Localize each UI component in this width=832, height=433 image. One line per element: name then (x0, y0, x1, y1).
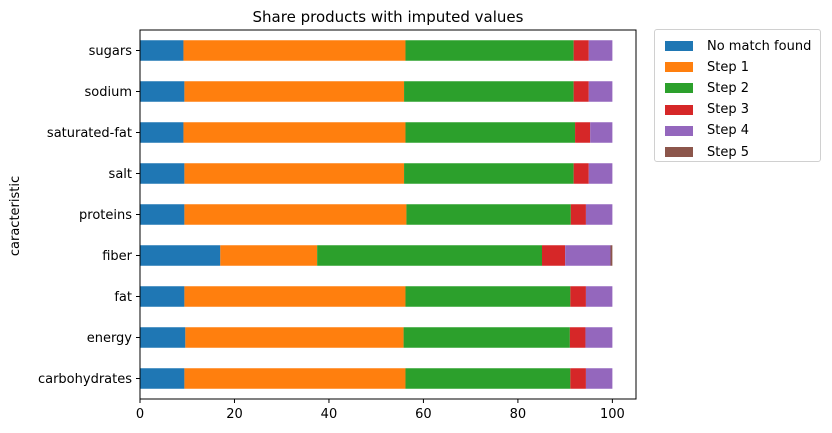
legend-swatch (665, 147, 693, 157)
legend-swatch (665, 62, 693, 73)
y-tick-label: sodium (85, 85, 133, 100)
bar-sodium-step-1 (184, 81, 405, 102)
bar-salt-step-2 (404, 163, 574, 184)
bar-sugars-step-1 (183, 40, 406, 61)
legend-swatch (665, 41, 693, 51)
bar-sugars-no-match-found (140, 40, 184, 61)
legend-item-no-match-found: No match found (665, 36, 811, 56)
y-tick-label: proteins (79, 208, 132, 223)
legend-item-step-5: Step 5 (665, 142, 749, 162)
bar-carbohydrates-step-2 (405, 368, 571, 389)
bar-sugars-step-2 (405, 40, 574, 61)
bar-saturated-fat-no-match-found (140, 122, 184, 143)
x-tick-label: 40 (321, 407, 338, 422)
bar-saturated-fat-step-3 (575, 122, 591, 143)
legend-item-step-1: Step 1 (665, 57, 749, 77)
y-axis-label: caracteristic (8, 176, 23, 256)
bar-fiber-step-4 (565, 245, 611, 266)
y-tick-label: fiber (102, 249, 132, 264)
x-tick-label: 20 (226, 407, 243, 422)
legend-item-step-3: Step 3 (665, 100, 749, 120)
bar-fiber-no-match-found (140, 245, 221, 266)
bar-fiber-step-1 (220, 245, 318, 266)
legend-swatch (665, 83, 693, 94)
y-tick-label: carbohydrates (38, 372, 132, 387)
bar-energy-step-3 (569, 327, 586, 348)
bar-fat-step-1 (184, 286, 406, 307)
bar-salt-no-match-found (140, 163, 185, 184)
bar-energy-step-2 (403, 327, 570, 348)
axes-layer: sugars sodium saturated-fat salt proteins fib… (38, 29, 637, 422)
y-tick-label: fat (114, 290, 132, 305)
bar-salt-step-3 (573, 163, 589, 184)
bar-fat-step-2 (405, 286, 571, 307)
bar-salt-step-1 (184, 163, 405, 184)
bar-sodium-no-match-found (140, 81, 185, 102)
bar-proteins-step-3 (570, 204, 586, 225)
bar-sodium-step-3 (573, 81, 589, 102)
bar-proteins-step-2 (406, 204, 571, 225)
legend-label: Step 1 (707, 59, 750, 75)
legend-swatch (665, 125, 693, 136)
bar-energy-step-1 (185, 327, 404, 348)
bar-fiber-step-5 (610, 245, 613, 266)
bar-energy-step-4 (585, 327, 613, 348)
legend: No match found Step 1 Step 2 Step 3 Step 4 St… (654, 29, 821, 162)
y-tick-label: sugars (89, 44, 133, 59)
bar-sugars-step-3 (573, 40, 589, 61)
legend-swatch (665, 104, 693, 115)
x-tick-label: 80 (510, 407, 527, 422)
bar-fat-no-match-found (140, 286, 185, 307)
bar-carbohydrates-step-4 (585, 368, 613, 389)
x-tick-label: 60 (415, 407, 432, 422)
bar-saturated-fat-step-1 (183, 122, 406, 143)
y-tick-label: saturated-fat (47, 126, 132, 141)
bar-sugars-step-4 (588, 40, 613, 61)
bars-layer (140, 40, 613, 389)
y-tick-label: salt (109, 167, 132, 182)
bar-sodium-step-4 (588, 81, 613, 102)
plot-frame (139, 29, 637, 400)
bar-sodium-step-2 (404, 81, 574, 102)
legend-label: Step 5 (707, 144, 750, 160)
bar-carbohydrates-step-1 (184, 368, 406, 389)
legend-label: Step 3 (707, 102, 750, 118)
legend-item-step-4: Step 4 (665, 121, 749, 141)
bar-proteins-step-1 (184, 204, 407, 225)
y-tick-label: energy (87, 331, 133, 346)
bar-fat-step-3 (570, 286, 586, 307)
bar-carbohydrates-no-match-found (140, 368, 185, 389)
bar-proteins-step-4 (585, 204, 613, 225)
bar-fiber-step-3 (541, 245, 566, 266)
legend-label: Step 4 (707, 123, 750, 139)
bar-fat-step-4 (585, 286, 613, 307)
legend-item-step-2: Step 2 (665, 78, 749, 98)
bar-fiber-step-2 (317, 245, 542, 266)
bar-saturated-fat-step-4 (590, 122, 613, 143)
bar-carbohydrates-step-3 (570, 368, 586, 389)
bar-energy-no-match-found (140, 327, 186, 348)
legend-label: Step 2 (707, 80, 750, 96)
chart-title: Share products with imputed values (253, 8, 524, 26)
x-tick-label: 0 (136, 407, 144, 422)
bar-saturated-fat-step-2 (405, 122, 576, 143)
legend-label: No match found (707, 38, 812, 54)
bar-proteins-no-match-found (140, 204, 185, 225)
bar-salt-step-4 (588, 163, 613, 184)
x-tick-label: 100 (600, 407, 625, 422)
